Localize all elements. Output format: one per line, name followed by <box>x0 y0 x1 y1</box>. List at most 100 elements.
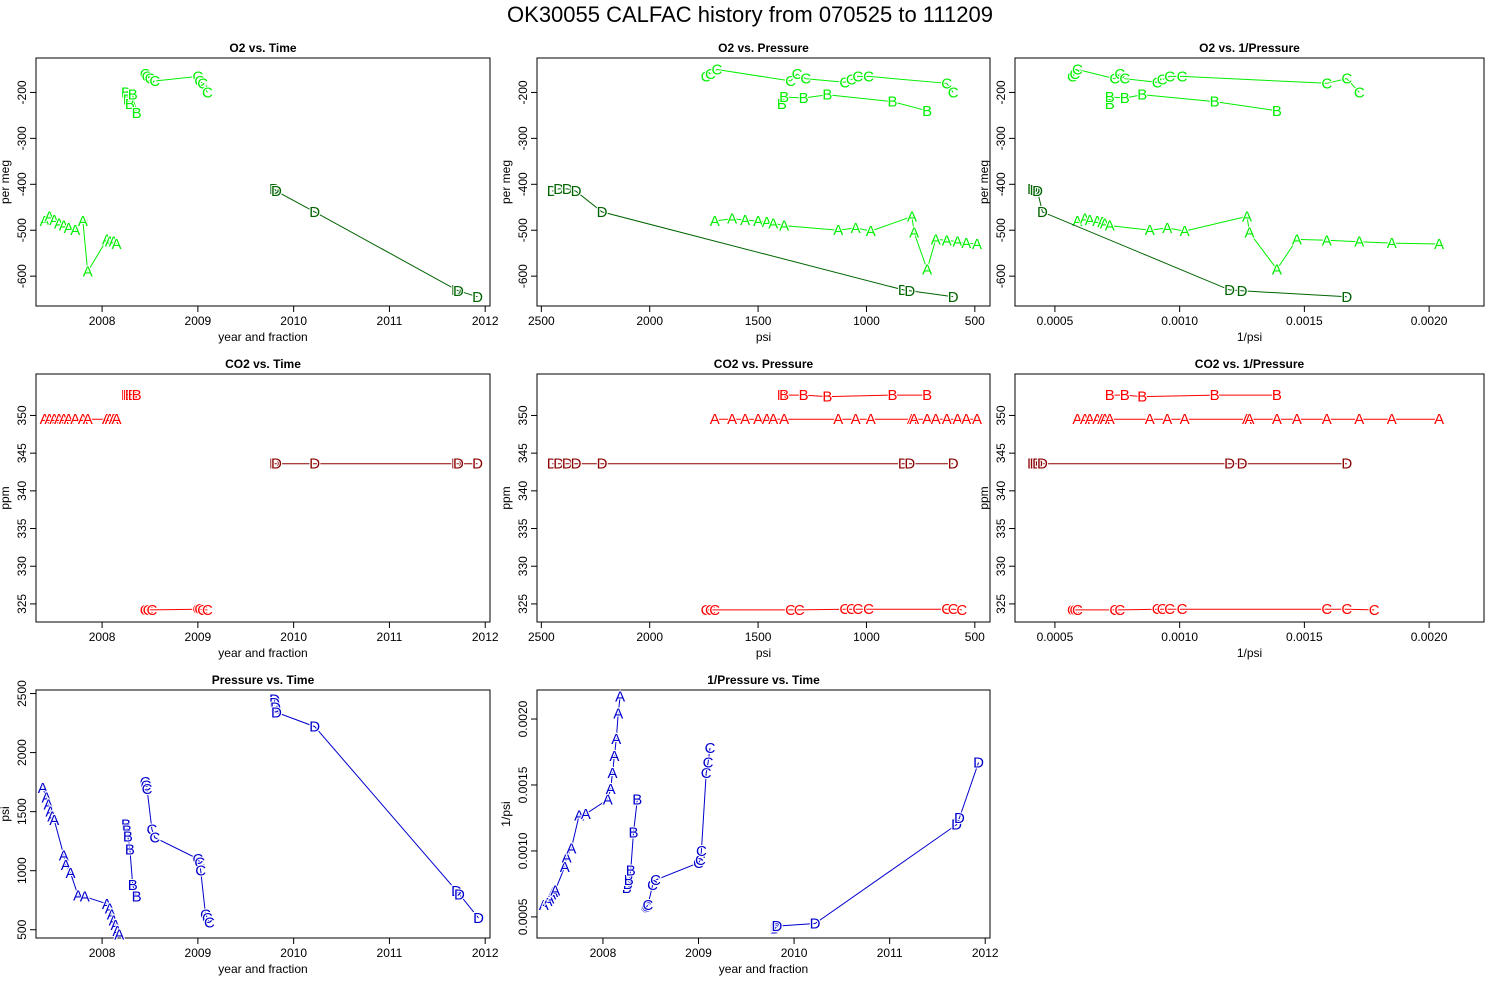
data-point: A <box>1162 411 1172 428</box>
y-tick-label: 350 <box>516 405 530 425</box>
x-tick-label: 2011 <box>377 946 403 960</box>
data-point: A <box>110 917 120 934</box>
data-point: D <box>547 456 558 473</box>
data-point: D <box>269 691 280 708</box>
data-point: D <box>904 456 915 473</box>
data-point: B <box>1210 387 1220 404</box>
data-point: C <box>1067 68 1078 85</box>
data-point: B <box>822 389 832 406</box>
series-line <box>274 699 479 919</box>
data-point: A <box>866 223 876 240</box>
panel-inv-time: 1/Pressure vs. Time 2008 2009 2010 2011 2012 y… <box>499 673 999 976</box>
panel-title: CO2 vs. Pressure <box>714 357 814 371</box>
data-point: B <box>128 387 138 404</box>
data-point: A <box>851 220 861 237</box>
x-tick-label: 2009 <box>185 946 212 960</box>
data-point: A <box>64 220 74 237</box>
series-line <box>543 696 621 906</box>
data-point: A <box>833 222 843 239</box>
data-point: A <box>70 411 80 428</box>
data-point: A <box>942 232 952 249</box>
data-point: C <box>695 852 706 869</box>
x-tick-label: 1000 <box>853 630 880 644</box>
data-point: B <box>632 792 642 809</box>
panel-title: O2 vs. 1/Pressure <box>1199 41 1300 55</box>
data-point: A <box>47 808 57 825</box>
data-point: C <box>194 854 205 871</box>
y-tick-label: 325 <box>994 594 1008 614</box>
data-point: A <box>562 850 572 867</box>
data-point: D <box>309 719 320 736</box>
x-tick-label: 2008 <box>590 946 617 960</box>
data-point: A <box>1180 411 1190 428</box>
data-point: A <box>83 264 93 281</box>
data-point: A <box>1322 232 1332 249</box>
data-point: D <box>973 755 984 772</box>
data-point: D <box>269 456 280 473</box>
panel-o2-time: O2 vs. Time 2008 2009 2010 2011 2012 year and … <box>0 41 499 344</box>
data-point: A <box>70 222 80 239</box>
plot-frame <box>35 689 491 939</box>
data-point: C <box>703 755 714 772</box>
data-point: C <box>785 602 796 619</box>
y-tick-label: 345 <box>15 443 29 463</box>
data-point: D <box>453 456 464 473</box>
data-point: C <box>846 72 857 89</box>
data-point: A <box>65 865 75 882</box>
data-point: D <box>309 456 320 473</box>
data-point: A <box>727 411 737 428</box>
data-point: A <box>566 840 576 857</box>
x-axis-label: psi <box>756 330 771 344</box>
data-point: A <box>581 806 591 823</box>
data-point: C <box>200 906 211 923</box>
x-tick-label: 2010 <box>280 314 307 328</box>
data-point: D <box>948 289 959 306</box>
data-point: D <box>271 183 282 200</box>
data-point: C <box>202 910 213 927</box>
data-point: A <box>1354 411 1364 428</box>
data-point: D <box>810 916 821 933</box>
y-tick-label: 340 <box>994 481 1008 501</box>
x-tick-label: 2500 <box>528 314 555 328</box>
data-point: C <box>140 602 151 619</box>
y-tick-label: 335 <box>15 518 29 538</box>
data-point: B <box>622 880 632 897</box>
data-point: A <box>44 208 54 225</box>
data-point: A <box>1092 213 1102 230</box>
y-tick-label: 350 <box>994 405 1008 425</box>
data-point: A <box>603 792 613 809</box>
series-line <box>42 787 120 935</box>
data-point: A <box>1097 214 1107 231</box>
data-point: A <box>73 888 83 905</box>
data-point: A <box>78 213 88 230</box>
data-point: A <box>78 411 88 428</box>
data-point: D <box>771 918 782 935</box>
panel-o2-inv: O2 vs. 1/Pressure 0.0005 0.0010 0.0015 0.002… <box>977 41 1485 344</box>
data-point: A <box>546 887 556 904</box>
x-tick-label: 2011 <box>377 314 403 328</box>
data-point: D <box>553 456 564 473</box>
data-point: C <box>956 602 967 619</box>
panel-title: O2 vs. Pressure <box>718 41 809 55</box>
data-point: A <box>542 893 552 910</box>
y-tick-label: -500 <box>15 218 29 242</box>
data-point: B <box>1105 387 1115 404</box>
data-point: C <box>701 602 712 619</box>
data-point: A <box>907 411 917 428</box>
data-point: C <box>948 601 959 618</box>
x-tick-label: 500 <box>965 630 985 644</box>
data-point: D <box>1224 456 1235 473</box>
y-tick-label: -500 <box>994 218 1008 242</box>
data-point: A <box>1434 411 1444 428</box>
data-point: A <box>909 225 919 242</box>
x-tick-label: 2012 <box>972 946 999 960</box>
data-point: C <box>1321 601 1332 618</box>
